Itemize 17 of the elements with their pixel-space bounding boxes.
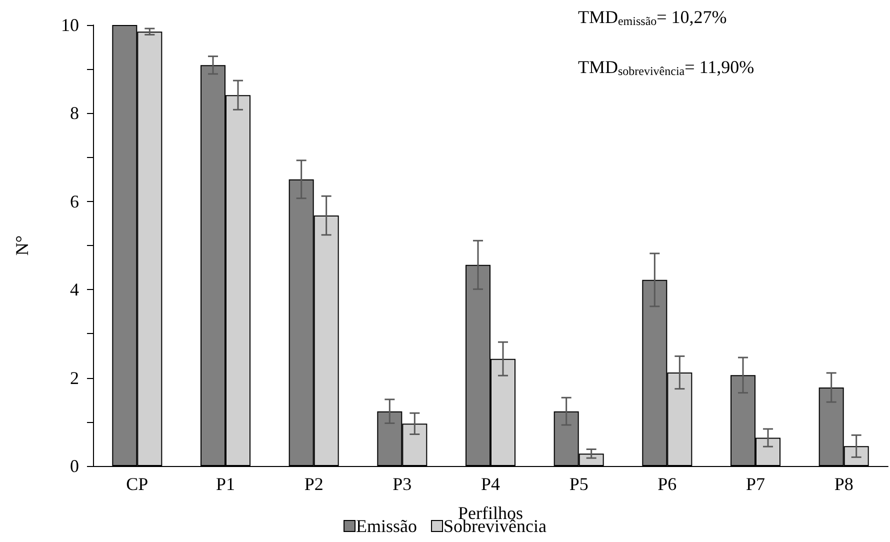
y-tick-label: 0 [70, 456, 79, 476]
x-tick-label: CP [126, 474, 148, 494]
y-tick-label: 6 [70, 191, 79, 212]
x-tick-label: P3 [392, 474, 412, 494]
x-tick-label: P8 [834, 474, 854, 494]
x-tick-label: P2 [304, 474, 324, 494]
y-tick-label: 4 [70, 280, 79, 300]
x-tick-label: P5 [569, 474, 588, 494]
x-tick-label: P1 [216, 474, 236, 494]
y-tick-label: 2 [70, 368, 79, 388]
x-tick-label: P4 [480, 474, 500, 494]
y-tick-label: 8 [70, 103, 79, 124]
x-tick-label: P6 [658, 474, 677, 494]
y-axis-title: N° [12, 235, 32, 256]
x-tick-label: P7 [746, 474, 766, 494]
y-tick-label: 10 [61, 15, 79, 35]
legend-label: Emissão [356, 516, 418, 536]
